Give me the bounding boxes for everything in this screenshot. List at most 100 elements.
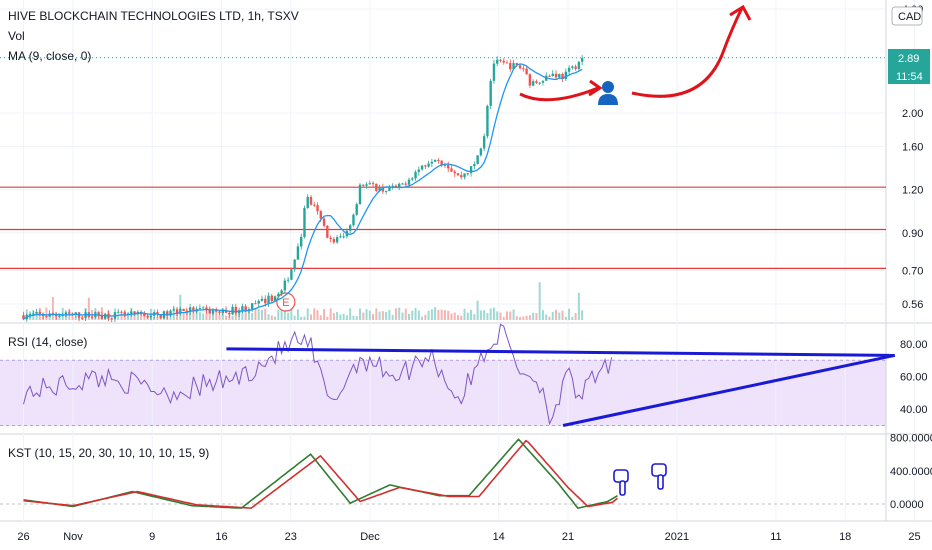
- volume-bar: [339, 314, 342, 320]
- candle-body: [522, 68, 525, 70]
- candle-body: [398, 183, 401, 188]
- volume-bar: [362, 312, 365, 320]
- earnings-marker-label: E: [282, 297, 289, 309]
- volume-bar: [332, 313, 335, 320]
- volume-bar: [110, 315, 113, 320]
- candle-body: [417, 169, 421, 172]
- volume-bar: [545, 314, 548, 320]
- candle-body: [211, 310, 215, 314]
- candle-body: [322, 218, 326, 226]
- volume-bar: [215, 310, 218, 320]
- volume-bar: [247, 308, 250, 320]
- candle-body: [368, 183, 372, 185]
- candle-body: [316, 205, 319, 212]
- volume-bar: [35, 311, 38, 320]
- price-pane[interactable]: [0, 0, 886, 322]
- candle-body: [388, 187, 391, 191]
- candle-body: [283, 280, 287, 291]
- volume-bar: [182, 312, 185, 320]
- person-icon: [602, 81, 614, 93]
- candle-body: [234, 306, 238, 314]
- volume-bar: [192, 312, 195, 320]
- candle-body: [411, 178, 414, 180]
- volume-bar: [555, 309, 558, 320]
- person-icon: [598, 94, 618, 105]
- volume-bar: [267, 314, 270, 320]
- volume-bar: [372, 314, 375, 320]
- volume-bar: [427, 310, 430, 320]
- time-axis-tick: Dec: [360, 531, 380, 543]
- candle-body: [469, 166, 473, 174]
- volume-bar: [522, 316, 525, 320]
- resistance-lines[interactable]: [0, 57, 886, 269]
- candle-body: [371, 183, 375, 185]
- volume-bar: [443, 310, 446, 320]
- candle-body: [90, 316, 94, 318]
- volume-bar: [381, 311, 384, 320]
- volume-bar: [306, 308, 309, 320]
- candle-body: [296, 246, 300, 260]
- volume-bar: [453, 312, 456, 320]
- volume-bar: [225, 315, 228, 320]
- candle-body: [208, 309, 211, 314]
- candle-body: [264, 298, 267, 304]
- candle-body: [525, 68, 528, 75]
- volume-bar: [398, 307, 401, 320]
- volume-bar: [202, 313, 205, 320]
- candle-body: [32, 313, 35, 315]
- volume-bar: [231, 315, 234, 320]
- volume-bar: [532, 312, 535, 320]
- candle-body: [319, 211, 322, 219]
- volume-bar: [375, 308, 378, 320]
- candle-body: [303, 207, 306, 237]
- volume-bar: [492, 307, 495, 320]
- time-axis-tick: 11: [770, 531, 781, 543]
- volume-bar: [479, 310, 482, 320]
- candle-body: [384, 190, 388, 192]
- time-axis-tick: 9: [149, 531, 155, 543]
- currency-label: CAD: [898, 11, 921, 23]
- candle-body: [447, 165, 450, 169]
- volume-bar: [45, 307, 48, 320]
- time-axis-tick: 16: [215, 531, 227, 543]
- rsi-upper-trendline[interactable]: [226, 347, 895, 357]
- candle-body: [332, 238, 336, 243]
- candle-body: [424, 165, 427, 167]
- drawings[interactable]: [226, 4, 896, 496]
- candle-body: [548, 75, 551, 77]
- volume-bar: [489, 308, 492, 320]
- volume-bar: [251, 312, 254, 320]
- rsi-axis-tick: 60.00: [900, 372, 928, 384]
- candle-body: [381, 186, 385, 192]
- candle-body: [64, 312, 68, 315]
- volume-bar: [316, 310, 319, 320]
- candle-body: [97, 312, 100, 316]
- currency-badge[interactable]: [891, 6, 923, 26]
- volume-bar: [496, 311, 499, 320]
- candle-body: [198, 308, 202, 310]
- candle-body: [329, 237, 332, 239]
- time-axis-tick: Nov: [63, 531, 83, 543]
- candle-body: [293, 259, 296, 270]
- volume-bar: [388, 309, 391, 320]
- candle-body: [185, 310, 189, 312]
- hand-palm: [651, 463, 667, 477]
- volume-bar: [87, 297, 90, 320]
- volume-bar: [509, 311, 512, 320]
- volume-bar: [430, 309, 433, 320]
- candle-body: [290, 269, 293, 280]
- volume-bar: [274, 316, 277, 320]
- candle-body: [482, 136, 486, 149]
- volume-bar: [241, 311, 244, 320]
- volume-bar: [51, 296, 54, 320]
- candle-body: [492, 63, 496, 81]
- rsi-lower-trendline[interactable]: [562, 353, 896, 427]
- rsi-pane[interactable]: [0, 360, 886, 426]
- kst-axis-tick: 400.0000: [890, 466, 932, 478]
- volume-bar: [378, 311, 381, 320]
- red-arrow-left[interactable]: [519, 86, 599, 102]
- red-arrow-up[interactable]: [631, 7, 744, 98]
- volume-bar: [574, 313, 577, 320]
- volume-bar: [502, 316, 505, 320]
